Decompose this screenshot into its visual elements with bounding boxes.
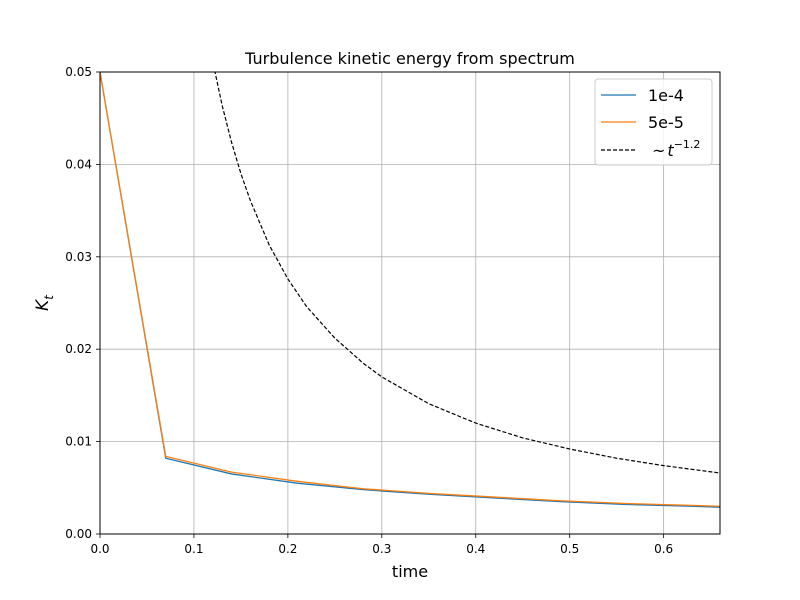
- x-tick-label: 0.0: [90, 542, 109, 556]
- series-line-1: [100, 72, 720, 507]
- y-tick-label: 0.02: [65, 342, 92, 356]
- x-tick-label: 0.4: [466, 542, 485, 556]
- y-axis-label-subscript: t: [42, 294, 56, 300]
- legend: 1e-4 5e-5 ~ t−1.2: [594, 78, 713, 166]
- x-tick-label: 0.3: [372, 542, 391, 556]
- y-tick-label: 0.03: [65, 250, 92, 264]
- x-axis-label: time: [392, 562, 428, 581]
- legend-label-prefix: ~: [652, 141, 665, 160]
- legend-label-2: ~ t−1.2: [652, 138, 700, 160]
- x-axis-ticks: 0.0 0.1 0.2 0.3 0.4 0.5 0.6: [90, 534, 673, 556]
- y-tick-label: 0.05: [65, 65, 92, 79]
- y-axis-label: Kt: [33, 294, 56, 311]
- y-tick-label: 0.01: [65, 435, 92, 449]
- svg-text:Kt: Kt: [33, 294, 56, 311]
- legend-label-0: 1e-4: [648, 86, 684, 105]
- x-tick-label: 0.1: [184, 542, 203, 556]
- series-lines: [100, 72, 720, 508]
- x-tick-label: 0.2: [278, 542, 297, 556]
- chart-title: Turbulence kinetic energy from spectrum: [244, 49, 575, 68]
- y-axis-label-main: K: [33, 298, 53, 311]
- x-tick-label: 0.5: [560, 542, 579, 556]
- plot-frame: [99, 71, 721, 535]
- y-axis-ticks: 0.00 0.01 0.02 0.03 0.04 0.05: [65, 65, 100, 541]
- y-tick-label: 0.04: [65, 157, 92, 171]
- legend-label-1: 5e-5: [648, 113, 684, 132]
- legend-label-base: t: [667, 141, 674, 160]
- legend-box: [594, 78, 713, 166]
- x-tick-label: 0.6: [654, 542, 673, 556]
- y-tick-label: 0.00: [65, 527, 92, 541]
- series-line-0: [100, 72, 720, 508]
- legend-label-exponent: −1.2: [674, 138, 701, 151]
